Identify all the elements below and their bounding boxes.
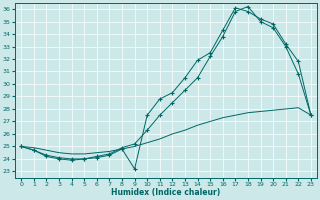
X-axis label: Humidex (Indice chaleur): Humidex (Indice chaleur)	[111, 188, 221, 197]
